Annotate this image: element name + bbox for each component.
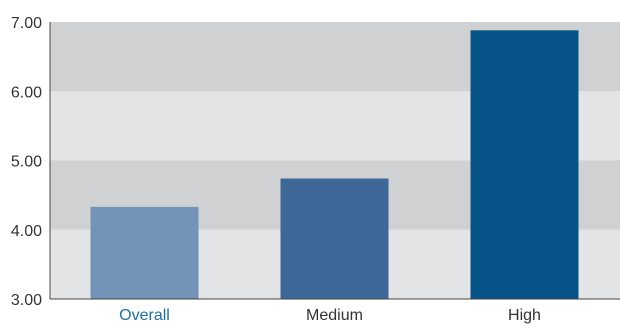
x-tick-label-high: High bbox=[508, 307, 541, 324]
y-tick-label: 4.00 bbox=[11, 223, 42, 240]
axes bbox=[49, 22, 620, 300]
bar-overall bbox=[90, 206, 199, 299]
bar-medium bbox=[280, 178, 389, 299]
y-tick-label: 5.00 bbox=[11, 154, 42, 171]
x-axis-tick-labels: Overall Medium High bbox=[119, 307, 541, 324]
bar-series bbox=[90, 30, 579, 300]
y-tick-label: 6.00 bbox=[11, 84, 42, 101]
x-tick-label-medium: Medium bbox=[306, 307, 363, 324]
bar-high bbox=[470, 30, 579, 300]
y-tick-label: 7.00 bbox=[11, 15, 42, 32]
x-tick-label-overall: Overall bbox=[119, 307, 170, 324]
y-axis-tick-labels: 3.00 4.00 5.00 6.00 7.00 bbox=[11, 15, 42, 309]
y-tick-label: 3.00 bbox=[11, 292, 42, 309]
